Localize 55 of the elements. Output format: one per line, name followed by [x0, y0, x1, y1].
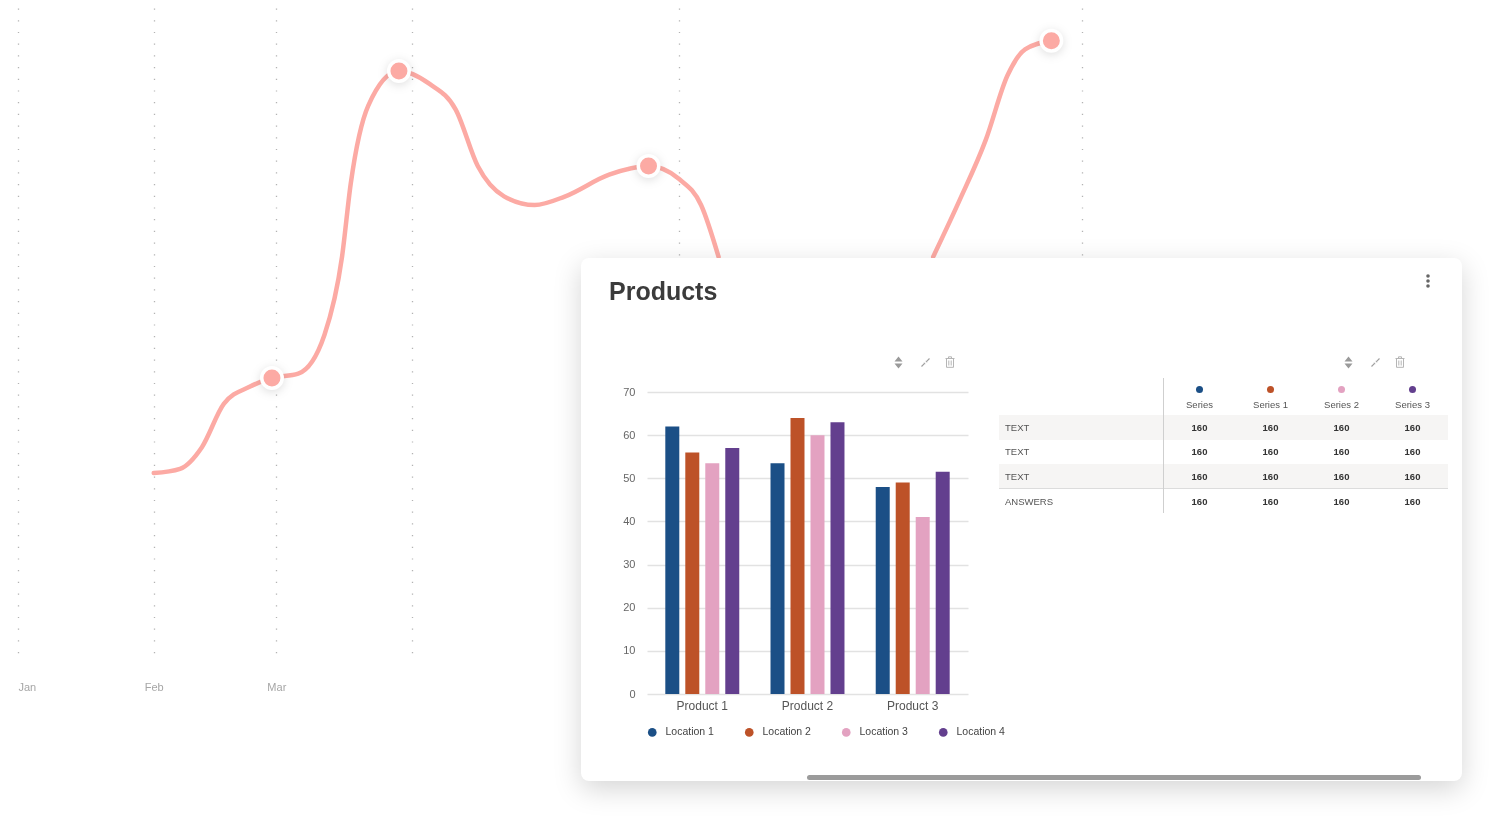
bar: [915, 517, 930, 694]
category-label: Series 3: [1395, 399, 1430, 410]
category-label: TEXT: [1005, 421, 1030, 433]
x-tick-label: Jan: [18, 680, 37, 693]
text: 160: [1262, 495, 1279, 507]
y-tick-label: 40: [623, 514, 636, 527]
text: 160: [1333, 421, 1350, 433]
bar: [685, 452, 700, 694]
bar: [705, 463, 720, 694]
bar: [790, 417, 805, 694]
bar: [770, 463, 785, 694]
text: 160: [1262, 421, 1279, 433]
y-tick-label: 10: [623, 644, 636, 657]
bar: [935, 471, 950, 694]
text: 160: [1404, 446, 1421, 458]
category-label: ANSWERS: [1005, 495, 1054, 507]
text: 160: [1191, 421, 1208, 433]
text: 160: [1262, 470, 1279, 482]
x-tick-label: Feb: [144, 680, 164, 693]
legend-label: Location 2: [762, 725, 812, 738]
bar: [875, 486, 890, 694]
x-tick-label: Product 1: [676, 698, 729, 713]
bar: [810, 435, 825, 694]
text: 160: [1191, 470, 1208, 482]
bar: [665, 426, 680, 694]
y-tick-label: 30: [623, 558, 636, 571]
y-tick-label: 0: [629, 687, 636, 700]
y-tick-label: 70: [623, 385, 636, 398]
x-tick-label: Mar: [267, 680, 287, 693]
text: 160: [1333, 495, 1350, 507]
y-tick-label: 20: [623, 601, 636, 614]
legend-label: Location 4: [956, 725, 1006, 738]
category-label: Series: [1186, 399, 1213, 410]
category-label: Series 1: [1253, 399, 1288, 410]
category-label: TEXT: [1005, 470, 1030, 482]
y-tick-label: 50: [623, 471, 636, 484]
category-label: TEXT: [1005, 446, 1030, 458]
text: 160: [1404, 421, 1421, 433]
category-label: Series 2: [1324, 399, 1359, 410]
text: 160: [1333, 446, 1350, 458]
text: 160: [1333, 470, 1350, 482]
x-tick-label: Product 3: [887, 698, 939, 713]
chart-title: Products: [609, 277, 718, 305]
bar: [725, 448, 740, 694]
bar: [830, 422, 845, 694]
text: 160: [1191, 495, 1208, 507]
bar: [895, 482, 910, 694]
text: 160: [1191, 446, 1208, 458]
x-tick-label: Product 2: [781, 698, 834, 713]
text: 160: [1404, 495, 1421, 507]
legend-label: Location 1: [665, 725, 715, 738]
text: 160: [1262, 446, 1279, 458]
y-tick-label: 60: [623, 428, 636, 441]
legend-label: Location 3: [859, 725, 909, 738]
text: 160: [1404, 470, 1421, 482]
